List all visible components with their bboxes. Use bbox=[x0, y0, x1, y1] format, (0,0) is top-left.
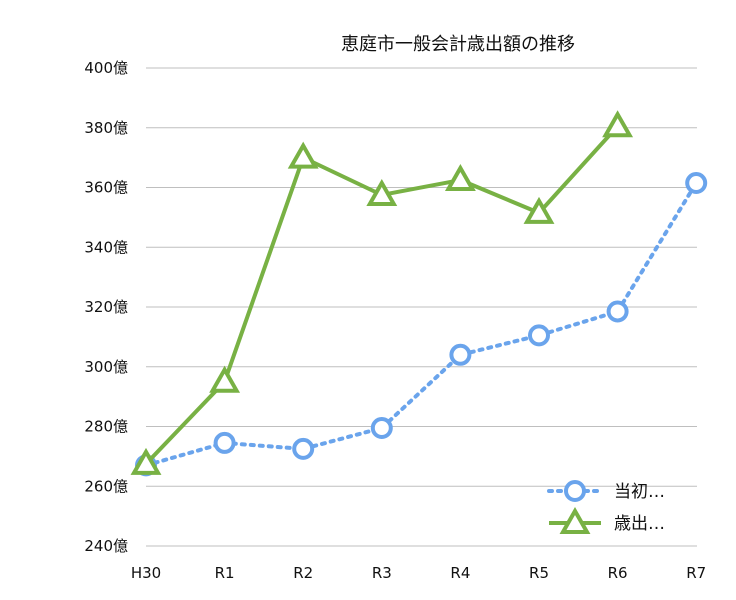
data-point-triangle bbox=[559, 506, 591, 534]
y-tick-label: 400億 bbox=[84, 59, 128, 77]
data-point-triangle bbox=[366, 178, 398, 206]
data-point-circle bbox=[213, 431, 236, 454]
y-tick-label: 360億 bbox=[84, 179, 128, 197]
chart-title: 恵庭市一般会計歳出額の推移 bbox=[341, 34, 575, 55]
series-line bbox=[144, 181, 699, 468]
y-axis-ticks: 240億 260億 280億 300億 320億 340億 360億 380億 400億 bbox=[84, 59, 128, 555]
grid bbox=[146, 67, 697, 547]
data-point-circle bbox=[685, 172, 708, 195]
data-point-triangle bbox=[287, 141, 319, 169]
x-tick-label: R6 bbox=[608, 564, 628, 582]
y-tick-label: 320億 bbox=[84, 298, 128, 316]
data-point-circle bbox=[449, 343, 472, 366]
series-layer bbox=[130, 110, 708, 477]
data-point-triangle bbox=[444, 164, 476, 192]
series-expenditure bbox=[130, 110, 634, 475]
data-point-triangle bbox=[130, 447, 162, 475]
x-tick-label: R4 bbox=[450, 564, 470, 582]
y-tick-label: 340億 bbox=[84, 238, 128, 256]
series-initial-budget bbox=[135, 172, 708, 477]
data-point-circle bbox=[370, 416, 393, 439]
data-point-circle bbox=[528, 324, 550, 347]
data-point-triangle bbox=[523, 196, 555, 224]
x-tick-label: R3 bbox=[372, 564, 392, 582]
y-tick-label: 380億 bbox=[84, 119, 128, 137]
y-tick-label: 300億 bbox=[84, 358, 128, 376]
legend: 当初… 歳出… bbox=[547, 480, 665, 534]
series-line bbox=[144, 124, 620, 466]
data-point-circle bbox=[606, 300, 629, 323]
y-tick-label: 280億 bbox=[84, 418, 128, 436]
data-point-triangle bbox=[209, 365, 241, 393]
x-tick-label: R1 bbox=[215, 564, 235, 582]
x-tick-label: H30 bbox=[131, 564, 161, 582]
y-tick-label: 260億 bbox=[84, 477, 128, 495]
y-tick-label: 240億 bbox=[84, 537, 128, 555]
x-tick-label: R7 bbox=[686, 564, 706, 582]
data-point-triangle bbox=[602, 110, 634, 138]
x-tick-label: R5 bbox=[529, 564, 549, 582]
x-axis-ticks: H30 R1 R2 R3 R4 R5 R6 R7 bbox=[131, 564, 706, 582]
legend-label: 歳出… bbox=[614, 514, 665, 534]
x-tick-label: R2 bbox=[293, 564, 313, 582]
data-point-circle bbox=[292, 437, 315, 460]
legend-label: 当初… bbox=[614, 482, 665, 502]
data-point-circle bbox=[564, 480, 586, 502]
